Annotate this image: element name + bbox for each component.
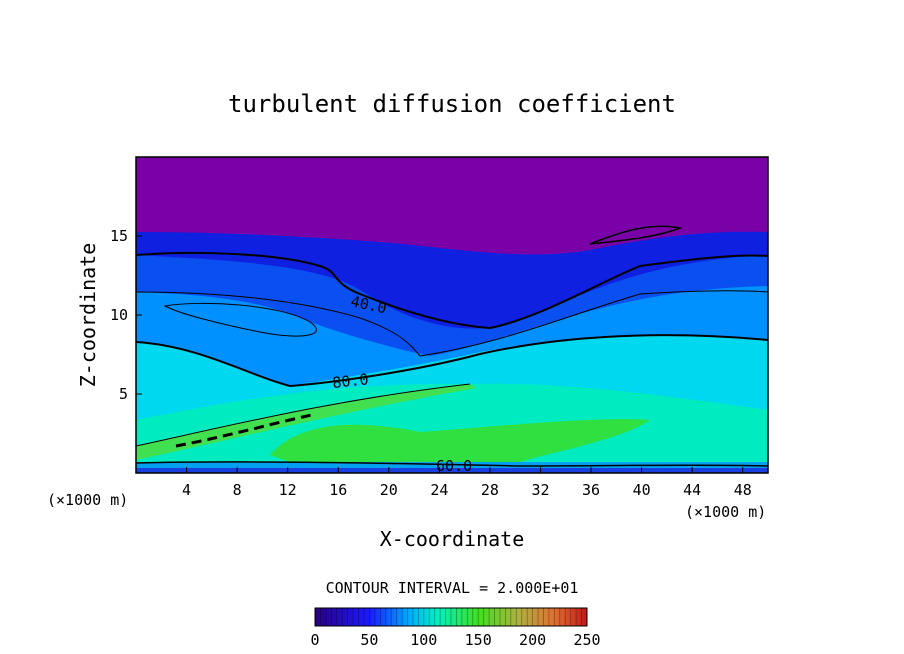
x-tick-label: 28 [481, 481, 499, 499]
x-tick-label: 36 [582, 481, 600, 499]
y-tick-label: 5 [119, 385, 128, 403]
colorbar-tick-label: 0 [310, 631, 319, 649]
y-axis-label: Z-coordinate [76, 243, 100, 388]
contour-line-dashed [175, 412, 317, 448]
y-axis-ticks: 5 10 15 [110, 227, 142, 403]
y-tick-label: 10 [110, 306, 128, 324]
colorbar-tick-label: 100 [410, 631, 437, 649]
contour-interval-text: CONTOUR INTERVAL = 2.000E+01 [326, 579, 579, 597]
colorbar [314, 607, 588, 627]
x-axis-ticks: 4 8 12 16 20 24 28 32 36 40 44 48 [182, 467, 752, 499]
x-tick-label: 4 [182, 481, 191, 499]
plot-area: 40.0 80.0 60.0 [136, 157, 768, 475]
contour-label: 80.0 [332, 370, 370, 392]
field-green-streak [136, 384, 476, 460]
colorbar-tick-label: 200 [519, 631, 546, 649]
colorbar-tick-label: 250 [573, 631, 600, 649]
x-tick-label: 8 [233, 481, 242, 499]
x-tick-label: 20 [380, 481, 398, 499]
contour-line-upper [136, 251, 768, 330]
contour-line-40 [163, 302, 317, 337]
contour-line-mid [136, 290, 768, 357]
x-tick-label: 40 [633, 481, 651, 499]
chart-title: turbulent diffusion coefficient [228, 90, 676, 118]
x-tick-label: 12 [279, 481, 297, 499]
colorbar-tick-label: 50 [360, 631, 378, 649]
colorbar-tick-label: 150 [465, 631, 492, 649]
x-axis-unit-right: (×1000 m) [685, 503, 766, 521]
x-tick-label: 32 [531, 481, 549, 499]
contour-line-upper-wisp [589, 225, 683, 245]
x-axis-label: X-coordinate [380, 527, 525, 551]
x-axis-unit-left: (×1000 m) [47, 491, 128, 509]
contour-line-80 [136, 334, 768, 388]
field-surface-dark [136, 468, 768, 473]
x-tick-label: 24 [430, 481, 448, 499]
contour-line-lower [136, 383, 471, 447]
x-tick-label: 16 [329, 481, 347, 499]
y-tick-label: 15 [110, 227, 128, 245]
colorbar-ticks: 0 50 100 150 200 250 [310, 608, 601, 649]
x-tick-label: 48 [734, 481, 752, 499]
x-tick-label: 44 [683, 481, 701, 499]
field-green-core [270, 419, 650, 462]
contour-line-60 [136, 461, 768, 467]
contour-label: 60.0 [436, 457, 472, 475]
field-surface [136, 462, 768, 473]
